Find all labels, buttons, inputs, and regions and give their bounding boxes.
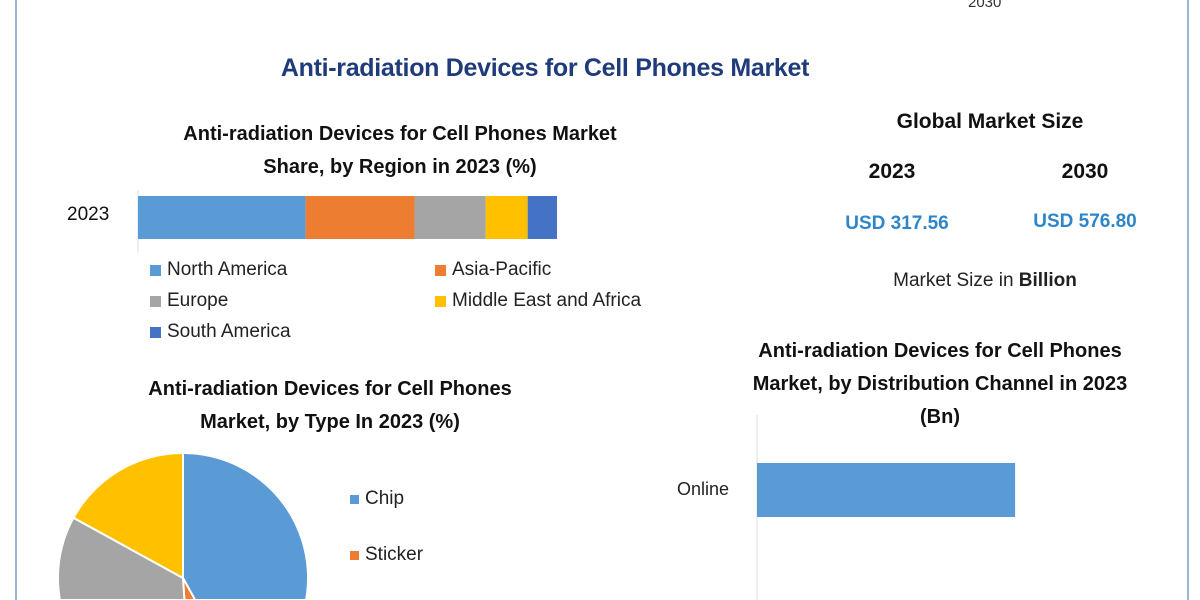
legend-south-america: South America	[150, 321, 291, 343]
channel-bar-online	[757, 463, 1016, 517]
value-2030: USD 576.80	[1033, 211, 1137, 232]
channel-category-online: Online	[677, 479, 730, 499]
year-2030: 2030	[1061, 160, 1109, 183]
region-bar-south-america	[527, 196, 557, 239]
frame-left-border	[15, 0, 17, 600]
region-title-line2: Share, by Region in 2023 (%)	[263, 156, 537, 178]
pie-slice-chip	[182, 452, 309, 600]
pie-slice-slice-3	[72, 452, 184, 580]
page-title: Anti-radiation Devices for Cell Phones M…	[280, 54, 810, 82]
region-bar-middle-east-and-africa	[485, 196, 528, 239]
region-chart-title: Anti-radiation Devices for Cell Phones M…	[100, 118, 700, 184]
value-2023: USD 317.56	[845, 213, 949, 234]
legend-chip: Chip	[350, 488, 404, 510]
year-2023: 2023	[868, 160, 916, 183]
channel-chart-title: Anti-radiation Devices for Cell Phones M…	[700, 335, 1180, 434]
legend-asia-pacific: Asia-Pacific	[435, 259, 551, 281]
global-market-heading: Global Market Size	[896, 110, 1084, 133]
legend-europe: Europe	[150, 290, 228, 312]
legend-north-america: North America	[150, 259, 287, 281]
channel-title-line2: Market, by Distribution Channel in 2023	[752, 373, 1128, 395]
legend-sticker: Sticker	[350, 544, 423, 566]
region-bar-europe	[414, 196, 486, 239]
region-category-label: 2023	[67, 204, 110, 225]
frame-right-border	[1187, 0, 1189, 600]
channel-title-line3: (Bn)	[920, 406, 960, 428]
pie-slice-slice-2	[57, 516, 186, 600]
channel-title-line1: Anti-radiation Devices for Cell Phones	[758, 340, 1122, 362]
region-bar-north-america	[138, 196, 306, 239]
legend-mea: Middle East and Africa	[435, 290, 641, 312]
region-bar-asia-pacific	[305, 196, 415, 239]
top-cut-text: 2030	[968, 0, 1002, 11]
unit-note: Market Size in Billion	[893, 270, 1077, 291]
type-title-line1: Anti-radiation Devices for Cell Phones	[148, 378, 512, 400]
type-chart-title: Anti-radiation Devices for Cell Phones M…	[60, 373, 600, 439]
type-title-line2: Market, by Type In 2023 (%)	[200, 411, 460, 433]
region-title-line1: Anti-radiation Devices for Cell Phones M…	[183, 123, 617, 145]
